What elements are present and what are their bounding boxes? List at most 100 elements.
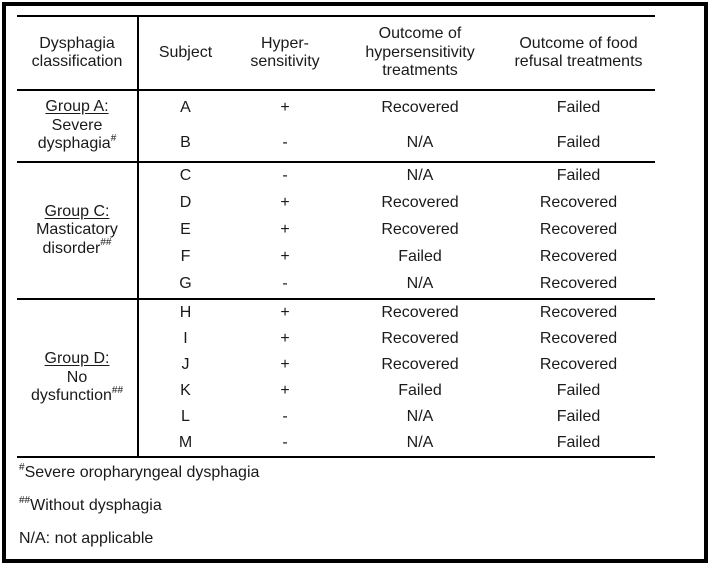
cell-outcome-food-refusal: Recovered: [539, 194, 618, 212]
header-line: Hyper-: [260, 34, 309, 52]
group-a-description-line: dysphagia#: [17, 132, 137, 153]
group-c-description-line: disorder##: [17, 237, 137, 258]
group-a-name: Group A:: [45, 98, 109, 116]
cell-hypersensitivity: -: [282, 433, 288, 451]
table-row-subject-m: M - N/A Failed: [17, 430, 655, 457]
cell-subject: F: [180, 248, 191, 266]
header-line: hypersensitivity: [365, 43, 475, 61]
cell-subject: A: [180, 99, 191, 117]
cell-outcome-hypersensitivity: N/A: [406, 433, 434, 451]
table-row-subject-k: K + Failed Failed: [17, 378, 655, 404]
cell-subject: C: [138, 161, 232, 190]
col-header-outcome-hypersensitivity-treatments: Outcome of hypersensitivity treatments: [338, 16, 502, 91]
table-row-subject-h: Group D: No dysfunction## H + Recovered …: [17, 298, 655, 457]
cell-hypersensitivity: -: [282, 134, 288, 152]
header-line: Outcome of: [378, 25, 462, 43]
footnote-text: N/A: not applicable: [19, 530, 154, 547]
table-row-subject-b: B - N/A Failed: [17, 126, 655, 162]
cell-outcome-hypersensitivity: Failed: [398, 381, 442, 399]
footnote-without-dysphagia: ##Without dysphagia: [19, 489, 259, 522]
cell-outcome-hypersensitivity: N/A: [406, 275, 434, 293]
cell-outcome-hypersensitivity: Recovered: [381, 99, 459, 117]
footnote-na-not-applicable: N/A: not applicable: [19, 522, 259, 555]
cell-outcome-hypersensitivity: Recovered: [381, 355, 459, 373]
table-row-subject-a: Group A: Severe dysphagia# A + Recovered…: [17, 90, 655, 162]
cell-hypersensitivity: +: [280, 329, 290, 347]
cell-hypersensitivity: +: [280, 194, 290, 212]
footnote-marker: #: [19, 461, 25, 473]
footnote-severe-oropharyngeal-dysphagia: #Severe oropharyngeal dysphagia: [19, 456, 259, 489]
header-line: Outcome of food: [519, 34, 638, 52]
group-a-label-cell: Group A: Severe dysphagia#: [17, 90, 139, 162]
group-d-name: Group D:: [44, 350, 110, 368]
header-line: treatments: [382, 62, 458, 80]
cell-hypersensitivity: -: [282, 275, 288, 293]
table-row-subject-l: L - N/A Failed: [17, 404, 655, 430]
group-c-footnote-marker: ##: [100, 237, 112, 249]
dysphagia-classification-table: Dysphagia classification Subject Hyper- …: [17, 15, 655, 458]
header-line: Dysphagia: [39, 34, 115, 52]
cell-outcome-hypersensitivity: N/A: [406, 134, 434, 152]
cell-hypersensitivity: +: [280, 355, 290, 373]
header-line: refusal treatments: [514, 53, 643, 70]
table-row-subject-g: G - N/A Recovered: [17, 271, 655, 299]
header-row: Dysphagia classification Subject Hyper- …: [17, 16, 655, 91]
footnote-text: Severe oropharyngeal dysphagia: [24, 464, 260, 481]
cell-subject: G: [179, 275, 192, 293]
cell-outcome-food-refusal: Failed: [556, 134, 601, 152]
group-c-name: Group C:: [44, 202, 110, 220]
cell-subject: M: [178, 433, 193, 451]
col-header-outcome-food-refusal-treatments: Outcome of food refusal treatments: [502, 16, 655, 91]
group-d-description-line: dysfunction##: [17, 384, 137, 405]
cell-outcome-hypersensitivity: Failed: [398, 248, 442, 266]
col-header-subject: Subject: [138, 16, 232, 91]
cell-hypersensitivity: +: [280, 99, 290, 117]
cell-subject: B: [180, 134, 191, 152]
cell-subject: E: [180, 221, 191, 239]
cell-outcome-food-refusal: Recovered: [539, 248, 618, 266]
group-c-label-cell: Group C: Masticatory disorder##: [17, 161, 139, 299]
cell-subject: L: [181, 407, 190, 425]
col-header-dysphagia-classification: Dysphagia classification: [17, 16, 139, 91]
table-row-subject-f: F + Failed Recovered: [17, 244, 655, 271]
cell-outcome-food-refusal: Recovered: [502, 298, 655, 326]
group-c-description-text: disorder: [42, 239, 101, 257]
table-row-subject-e: E + Recovered Recovered: [17, 217, 655, 244]
group-a-description-line: Severe: [51, 116, 103, 134]
footnote-text: Without dysphagia: [30, 497, 162, 514]
cell-outcome-hypersensitivity: N/A: [406, 407, 434, 425]
cell-subject: K: [180, 381, 191, 399]
cell-hypersensitivity: -: [282, 407, 288, 425]
cell-outcome-food-refusal: Recovered: [539, 355, 618, 373]
cell-outcome-food-refusal: Failed: [556, 99, 601, 117]
cell-subject: I: [183, 329, 188, 347]
cell-hypersensitivity: +: [280, 221, 290, 239]
cell-subject: D: [179, 194, 192, 212]
table-row-subject-d: D + Recovered Recovered: [17, 190, 655, 217]
col-header-hypersensitivity: Hyper- sensitivity: [232, 16, 338, 91]
cell-outcome-hypersensitivity: Recovered: [338, 298, 502, 326]
cell-outcome-food-refusal: Recovered: [539, 329, 618, 347]
cell-outcome-food-refusal: Recovered: [539, 275, 618, 293]
footnote-marker: ##: [19, 494, 31, 506]
cell-outcome-food-refusal: Failed: [556, 433, 601, 451]
table-row-subject-c: Group C: Masticatory disorder## C - N/A …: [17, 161, 655, 299]
group-a-footnote-marker: #: [110, 132, 117, 144]
group-d-description-line: No: [66, 368, 88, 386]
cell-outcome-food-refusal: Failed: [556, 381, 601, 399]
header-line: classification: [31, 53, 123, 70]
cell-hypersensitivity: +: [280, 248, 290, 266]
cell-hypersensitivity: +: [280, 381, 290, 399]
cell-outcome-hypersensitivity: Recovered: [381, 194, 459, 212]
cell-hypersensitivity: -: [232, 161, 338, 190]
header-line: sensitivity: [250, 53, 320, 70]
cell-outcome-hypersensitivity: Recovered: [381, 329, 459, 347]
group-d-footnote-marker: ##: [111, 384, 124, 396]
cell-outcome-food-refusal: Failed: [502, 161, 655, 190]
cell-subject: J: [181, 355, 190, 373]
footnotes: #Severe oropharyngeal dysphagia ##Withou…: [19, 456, 259, 555]
cell-outcome-hypersensitivity: N/A: [338, 161, 502, 190]
cell-outcome-food-refusal: Failed: [556, 407, 601, 425]
cell-outcome-food-refusal: Recovered: [539, 221, 618, 239]
